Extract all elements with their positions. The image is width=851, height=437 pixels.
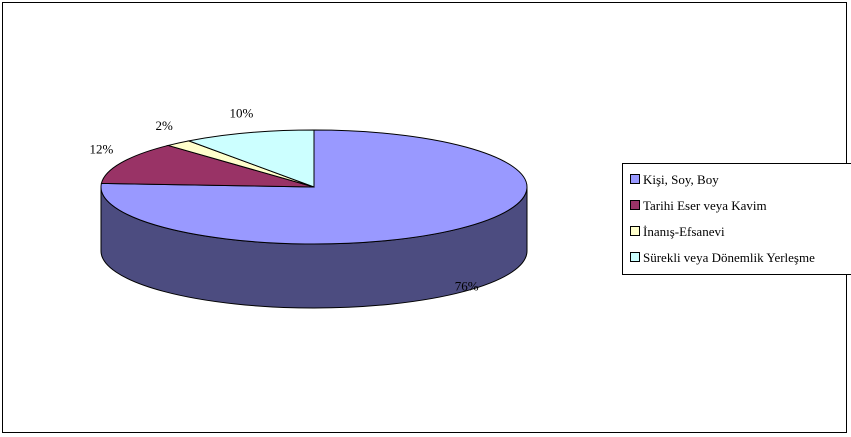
data-label: 76% [455,279,479,294]
data-label: 10% [229,105,253,120]
legend-label: Sürekli veya Dönemlik Yerleşme [643,250,815,265]
legend-label: Tarihi Eser veya Kavim [643,198,767,213]
legend-item: İnanış-Efsanevi [630,224,725,240]
legend-swatch [630,226,640,236]
pie-tops [100,129,528,245]
data-label: 12% [89,142,113,157]
legend-item: Tarihi Eser veya Kavim [630,198,767,214]
legend-swatch [630,200,640,210]
legend-item: Kişi, Soy, Boy [630,172,719,188]
pie-slice [100,129,528,245]
legend-item: Sürekli veya Dönemlik Yerleşme [630,250,815,266]
pie-slice [186,129,315,188]
data-label: 2% [156,118,174,133]
pie-slice [100,144,315,188]
legend-swatch [630,174,640,184]
legend-swatch [630,252,640,262]
legend-label: İnanış-Efsanevi [643,224,725,239]
legend: Kişi, Soy, Boy Tarihi Eser veya Kavim İn… [622,163,851,275]
data-labels: 76% 12% 2% 10% [89,105,478,293]
legend-label: Kişi, Soy, Boy [643,172,719,187]
